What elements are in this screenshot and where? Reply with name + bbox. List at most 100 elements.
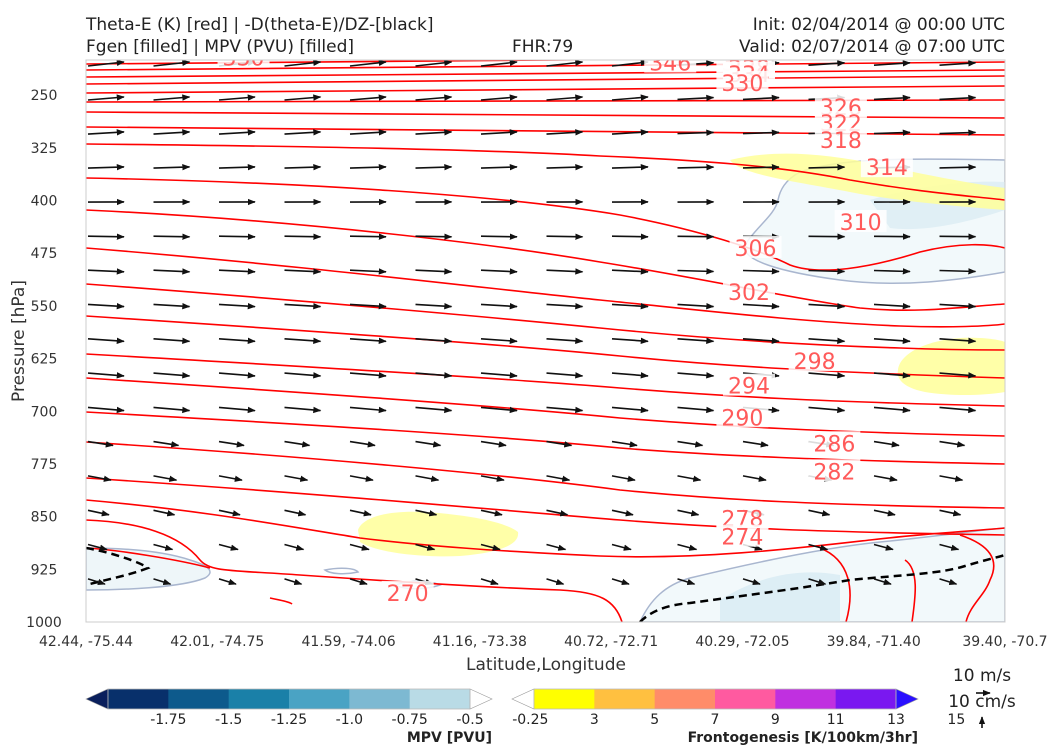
wind-vectors bbox=[87, 60, 977, 586]
x-axis: 42.44, -75.44 42.01, -74.75 41.59, -74.06 4… bbox=[39, 634, 1048, 650]
wind-vector-arrow bbox=[415, 233, 453, 240]
wind-vector-arrow bbox=[873, 406, 911, 414]
wind-vector-arrow bbox=[153, 543, 174, 551]
wind-vector-arrow bbox=[808, 372, 846, 379]
contour-label-bg bbox=[788, 349, 841, 372]
colorbar-tick-label: -0.75 bbox=[392, 712, 428, 728]
wind-key: 10 m/s 10 cm/s bbox=[948, 666, 1016, 728]
wind-vector-arrow bbox=[415, 129, 453, 136]
wind-vector-arrow bbox=[546, 129, 584, 136]
x-tick-label: 40.29, -72.05 bbox=[695, 634, 789, 650]
contour-label-bg bbox=[644, 60, 697, 73]
wind-vector-arrow bbox=[611, 302, 649, 310]
wind-vector-arrow bbox=[349, 509, 372, 517]
colorbar-segment bbox=[775, 689, 837, 709]
wind-vector-arrow bbox=[677, 164, 715, 171]
contour-label-bg bbox=[860, 155, 913, 178]
wind-vector-arrow bbox=[415, 406, 453, 414]
wind-vector-arrow bbox=[349, 233, 387, 240]
y-tick-label: 625 bbox=[31, 352, 58, 368]
fgen-colorbar: 3 5 7 9 11 13 15 bbox=[511, 688, 965, 728]
wind-vector-arrow bbox=[677, 578, 696, 586]
wind-vector-arrow bbox=[153, 163, 191, 171]
wind-vector-arrow bbox=[611, 475, 636, 482]
wind-vector-arrow bbox=[480, 440, 507, 448]
wind-vector-arrow bbox=[939, 578, 958, 586]
wind-vector-arrow bbox=[349, 163, 387, 171]
wind-vector-arrow bbox=[611, 440, 638, 448]
theta-e-contour-label: 306 bbox=[735, 237, 777, 262]
wind-vector-arrow bbox=[284, 60, 322, 67]
colorbar-segment bbox=[409, 689, 471, 709]
colorbar-tick-label: 7 bbox=[711, 712, 720, 728]
wind-vector-arrow bbox=[480, 268, 518, 275]
wind-vector-arrow bbox=[939, 440, 966, 448]
wind-vector-arrow bbox=[873, 94, 911, 102]
wind-vector-arrow bbox=[153, 129, 191, 136]
title-line-1: Theta-E (K) [red] | -D(theta-E)/DZ-[blac… bbox=[86, 15, 434, 35]
wind-vector-arrow bbox=[218, 302, 256, 310]
wind-vector-arrow bbox=[153, 372, 191, 379]
colorbar-segment bbox=[715, 689, 776, 709]
y-tick-label: 325 bbox=[31, 141, 58, 157]
wind-vector-arrow bbox=[480, 475, 505, 482]
wind-vector-arrow bbox=[218, 509, 241, 517]
wind-vector-arrow bbox=[284, 440, 311, 448]
wind-vector-arrow bbox=[284, 94, 322, 101]
x-tick-label: 42.44, -75.44 bbox=[39, 634, 133, 650]
theta-e-contour-label: 330 bbox=[223, 47, 265, 72]
colorbar-segment bbox=[654, 689, 716, 709]
wind-vector-arrow bbox=[939, 129, 977, 136]
theta-e-contour-label: 330 bbox=[721, 72, 763, 97]
wind-vector-arrow bbox=[677, 94, 715, 102]
colorbar-tick-label: -0.5 bbox=[456, 712, 483, 728]
y-tick-label: 850 bbox=[31, 510, 58, 526]
y-tick-label: 925 bbox=[31, 562, 58, 578]
wind-vector-arrow bbox=[611, 233, 649, 240]
theta-e-contour-label: 274 bbox=[721, 526, 763, 551]
wind-vector-arrow bbox=[415, 302, 453, 310]
forecast-hour: FHR:79 bbox=[512, 37, 574, 57]
wind-vector-arrow bbox=[546, 406, 584, 414]
contour-label-bg bbox=[716, 524, 769, 547]
wind-vector-arrow bbox=[939, 543, 960, 551]
wind-vector-arrow bbox=[611, 163, 649, 171]
wind-vector-arrow bbox=[415, 94, 453, 101]
wind-vector-arrow bbox=[808, 164, 846, 171]
wind-vector-arrow bbox=[284, 337, 322, 344]
wind-vector-arrow bbox=[939, 509, 962, 517]
y-tick-label: 250 bbox=[31, 88, 58, 104]
contour-label-bg bbox=[716, 506, 769, 529]
wind-vector-arrow bbox=[349, 302, 387, 310]
wind-vector-arrow bbox=[87, 94, 125, 101]
y-tick-label: 475 bbox=[31, 246, 58, 262]
wind-vector-arrow bbox=[546, 440, 573, 448]
wind-vector-arrow bbox=[480, 509, 503, 517]
y-tick-label: 400 bbox=[31, 194, 58, 210]
wind-vector-arrow bbox=[153, 337, 191, 344]
contour-label-bg bbox=[834, 209, 887, 232]
wind-vector-arrow bbox=[742, 129, 780, 136]
wind-vector-arrow bbox=[87, 509, 110, 517]
wind-vector-arrow bbox=[873, 302, 911, 310]
wind-vector-arrow bbox=[546, 302, 584, 310]
contour-label-bg bbox=[722, 373, 775, 396]
wind-vector-arrow bbox=[415, 372, 453, 379]
wind-vector-arrow bbox=[742, 94, 780, 102]
wind-vector-arrow bbox=[611, 60, 649, 67]
contour-label-bg bbox=[808, 431, 861, 454]
wind-vector-arrow bbox=[153, 268, 191, 275]
y-axis: 250 325 400 475 550 625 700 775 850 925 1000 bbox=[26, 88, 62, 631]
theta-e-contour-label: 282 bbox=[813, 460, 855, 485]
wind-vector-arrow bbox=[87, 543, 108, 551]
wind-vector-arrow bbox=[349, 268, 387, 275]
theta-e-contour-labels: 3303463423383343303263223183143103063022… bbox=[217, 47, 913, 607]
wind-vector-arrow bbox=[808, 268, 846, 275]
x-axis-label: Latitude,Longitude bbox=[466, 655, 626, 675]
wind-vector-arrow bbox=[611, 94, 649, 101]
colorbar-outline bbox=[533, 688, 897, 710]
wind-vector-arrow bbox=[153, 406, 191, 414]
colorbar-segment bbox=[835, 689, 897, 709]
wind-vector-arrow bbox=[284, 406, 322, 414]
x-tick-label: 42.01, -74.75 bbox=[170, 634, 264, 650]
